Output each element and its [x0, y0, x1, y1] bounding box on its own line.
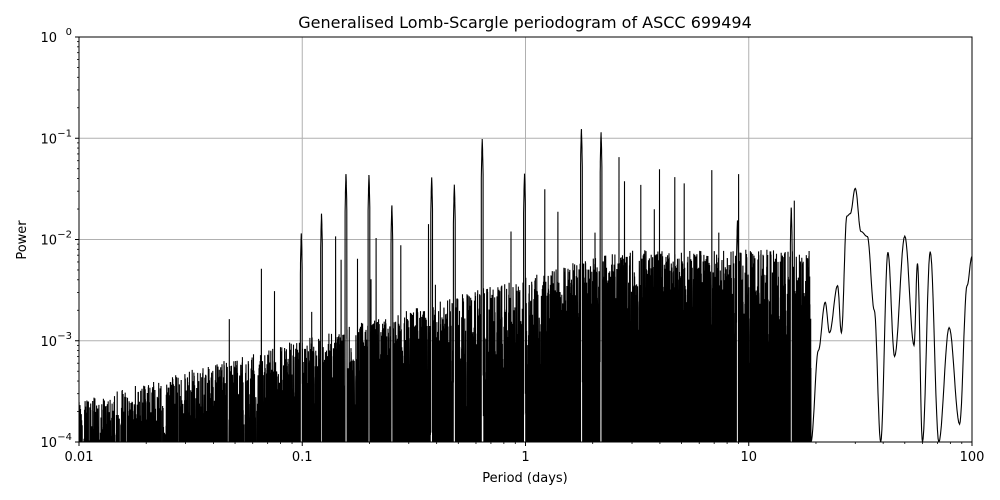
- x-tick-label: 0.1: [292, 450, 313, 465]
- x-axis-ticks: 0.01 0.1 1 10 100: [65, 442, 985, 465]
- y-tick-exponent: −2: [57, 230, 72, 241]
- chart-title: Generalised Lomb-Scargle periodogram of …: [298, 13, 752, 32]
- x-axis-label: Period (days): [482, 471, 568, 486]
- y-tick-exponent: −1: [57, 128, 72, 139]
- periodogram-line: [79, 129, 972, 442]
- y-tick-label: 10: [40, 234, 57, 249]
- x-tick-label: 10: [740, 450, 757, 465]
- x-tick-label: 100: [960, 450, 985, 465]
- x-tick-label: 1: [521, 450, 529, 465]
- y-axis-label: Power: [15, 220, 30, 260]
- y-tick-label: 10: [40, 335, 57, 350]
- y-tick-label: 10: [40, 31, 57, 46]
- y-tick-label: 10: [40, 132, 57, 147]
- y-tick-exponent: −4: [57, 432, 72, 443]
- y-tick-label: 10: [40, 436, 57, 451]
- y-tick-exponent: −3: [57, 331, 72, 342]
- x-tick-label: 0.01: [65, 450, 94, 465]
- y-tick-exponent: 0: [66, 27, 72, 38]
